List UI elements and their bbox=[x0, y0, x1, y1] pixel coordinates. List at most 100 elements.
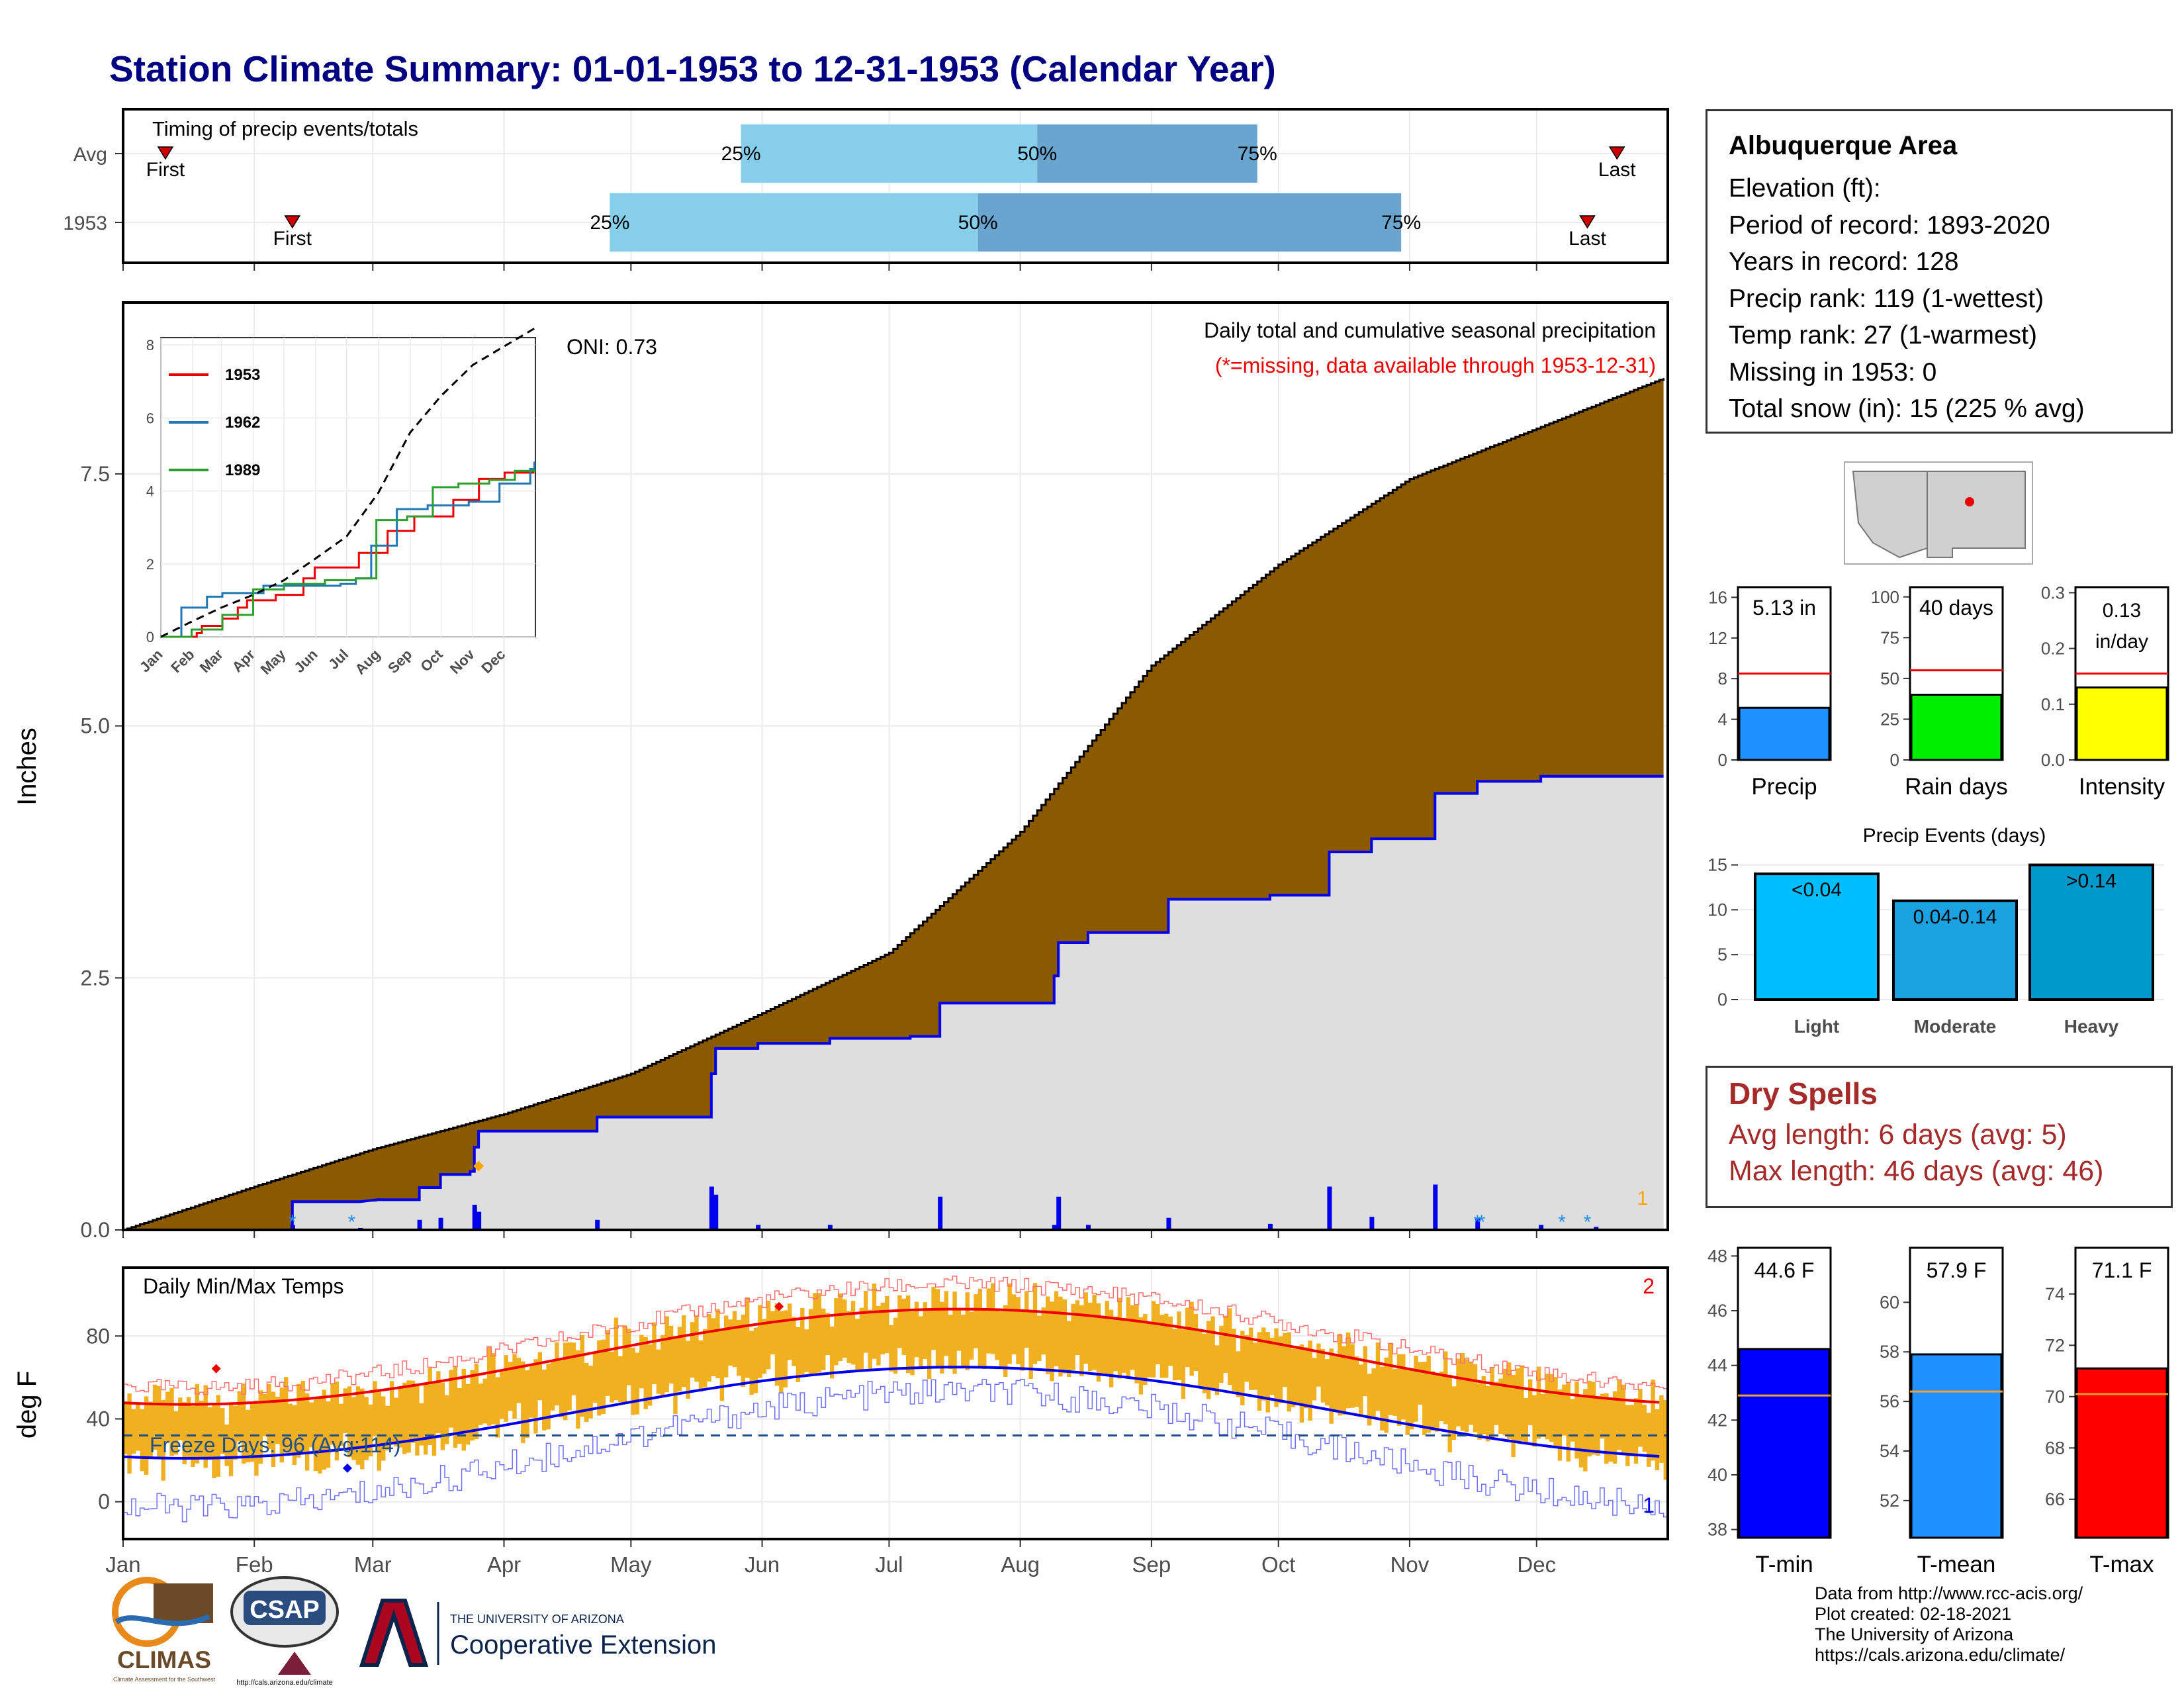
temps-ylabel: deg F bbox=[13, 1371, 42, 1438]
info-temp-rank: Temp rank: 27 (1-warmest) bbox=[1729, 321, 2037, 350]
tbar-ytick-label: 72 bbox=[2045, 1335, 2065, 1355]
dry-spells-title: Dry Spells bbox=[1729, 1076, 1878, 1111]
mini-ytick-label: 0 bbox=[1718, 750, 1727, 770]
tbar-ytick-label: 44 bbox=[1707, 1356, 1727, 1376]
tbar-ytick-label: 46 bbox=[1707, 1301, 1727, 1321]
precip-ytick-label: 7.5 bbox=[81, 462, 110, 486]
precip-title: Daily total and cumulative seasonal prec… bbox=[1204, 318, 1656, 342]
record-high-marker bbox=[211, 1364, 221, 1374]
tbar-fill-t-min bbox=[1738, 1348, 1831, 1539]
station-name: Albuquerque Area bbox=[1729, 131, 1958, 160]
month-label-dec: Dec bbox=[1517, 1552, 1556, 1577]
missing-marker: * bbox=[1478, 1211, 1486, 1233]
events-bar-moderate bbox=[1892, 899, 2018, 1001]
events-value-label: 0.04-0.14 bbox=[1913, 906, 1997, 928]
precip-ylabel: Inches bbox=[13, 727, 42, 806]
record-low-line bbox=[122, 1378, 1668, 1523]
month-label-feb: Feb bbox=[236, 1552, 273, 1577]
precip-missing-note: (*=missing, data available through 1953-… bbox=[1215, 353, 1656, 377]
summary-minicharts: 0 4 8 12 16 5.13 in Precip 0 25 50 75 100 40 days Rai… bbox=[1708, 583, 2169, 800]
daily-precip-bar bbox=[756, 1225, 761, 1230]
normal-max-line bbox=[122, 1307, 1660, 1406]
csap-url: http://cals.arizona.edu/climate bbox=[236, 1679, 333, 1687]
mini-bar-0 bbox=[1738, 706, 1831, 761]
mini-ytick-label: 12 bbox=[1708, 628, 1727, 648]
temps-ytick-label: 80 bbox=[86, 1324, 110, 1348]
station-info-box: Albuquerque Area Elevation (ft): Period … bbox=[1706, 109, 2173, 434]
inset-ytick-label: 4 bbox=[146, 483, 154, 500]
daily-precip-bar bbox=[709, 1186, 714, 1230]
info-period: Period of record: 1893-2020 bbox=[1729, 211, 2050, 240]
mini-bar-1 bbox=[1910, 694, 2003, 761]
mini-ytick-label: 0.2 bbox=[2041, 639, 2065, 659]
mini-axis-label: Precip bbox=[1751, 774, 1817, 800]
month-label-nov: Nov bbox=[1390, 1552, 1430, 1577]
month-label-aug: Aug bbox=[1001, 1552, 1040, 1577]
inset-ytick-label: 6 bbox=[146, 410, 154, 426]
mini-value-label: 0.13 bbox=[2103, 600, 2141, 622]
credits: Data from http://www.rcc-acis.org/ Plot … bbox=[1815, 1583, 2083, 1665]
tbar-ytick-label: 74 bbox=[2045, 1284, 2065, 1304]
daily-precip-bar bbox=[827, 1225, 833, 1230]
inset-legend-label: 1953 bbox=[225, 366, 260, 384]
mini-axis-label: Intensity bbox=[2079, 774, 2165, 800]
mini-ytick-label: 75 bbox=[1880, 628, 1899, 647]
record-high-line bbox=[122, 1276, 1668, 1395]
daily-precip-bar bbox=[1052, 1225, 1057, 1230]
daily-precip-bar bbox=[1475, 1217, 1480, 1230]
events-category-label: Light bbox=[1794, 1016, 1839, 1037]
precip-ytick-label: 2.5 bbox=[81, 966, 110, 990]
daily-precip-bar bbox=[1369, 1217, 1375, 1230]
timing-first-label: First bbox=[273, 228, 312, 250]
events-ytick-label: 0 bbox=[1717, 990, 1727, 1009]
map-new-mexico bbox=[1927, 471, 2026, 558]
record-low-marker bbox=[342, 1463, 352, 1473]
daily-precip-bar bbox=[290, 1225, 295, 1230]
timing-panel: 25% 50% 75% First Last Avg 25% 50% 75% First Last 1… bbox=[63, 108, 1669, 271]
tbar-axis-label: T-max bbox=[2089, 1552, 2154, 1577]
info-precip-rank: Precip rank: 119 (1-wettest) bbox=[1729, 284, 2044, 313]
month-label-mar: Mar bbox=[354, 1552, 392, 1577]
month-label-may: May bbox=[610, 1552, 652, 1577]
missing-marker: * bbox=[289, 1211, 296, 1233]
timing-last-label: Last bbox=[1598, 159, 1636, 181]
credit-data-source: Data from http://www.rcc-acis.org/ bbox=[1815, 1583, 2083, 1603]
timing-pct-label: 50% bbox=[958, 212, 998, 234]
normal-min-line bbox=[122, 1366, 1660, 1460]
daily-precip-bar bbox=[1433, 1184, 1438, 1230]
csap-mountain-icon bbox=[278, 1652, 311, 1675]
tbar-value-label: 71.1 F bbox=[2092, 1258, 2152, 1282]
info-elevation: Elevation (ft): bbox=[1729, 174, 1881, 203]
freeze-days-label: Freeze Days: 96 (Avg:114) bbox=[150, 1433, 400, 1457]
precip-ytick-label: 5.0 bbox=[81, 714, 110, 738]
ua-logo-top-text: THE UNIVERSITY OF ARIZONA bbox=[450, 1613, 624, 1626]
timing-first-marker bbox=[157, 146, 174, 160]
temps-title: Daily Min/Max Temps bbox=[143, 1274, 343, 1298]
oni-label: ONI: 0.73 bbox=[567, 335, 657, 359]
missing-marker: * bbox=[1584, 1211, 1592, 1233]
tbar-fill-t-max bbox=[2075, 1367, 2168, 1539]
month-label-sep: Sep bbox=[1132, 1552, 1171, 1577]
timing-pct-label: 25% bbox=[590, 212, 629, 234]
tbar-ytick-label: 42 bbox=[1707, 1410, 1727, 1430]
daily-precip-bar bbox=[1327, 1186, 1332, 1230]
tbar-ytick-label: 52 bbox=[1880, 1491, 1899, 1511]
daily-precip-bar bbox=[938, 1196, 943, 1230]
dry-avg-length: Avg length: 6 days (avg: 5) bbox=[1729, 1119, 2067, 1150]
daily-precip-bar bbox=[1085, 1225, 1091, 1230]
ua-logo-bottom-text: Cooperative Extension bbox=[450, 1630, 716, 1660]
tbar-ytick-label: 70 bbox=[2045, 1387, 2065, 1407]
locator-map bbox=[1844, 461, 2033, 565]
timing-first-marker bbox=[284, 215, 301, 229]
precip-frame bbox=[122, 301, 1669, 1231]
events-ytick-label: 15 bbox=[1707, 855, 1727, 875]
inset-series-avg bbox=[160, 327, 535, 638]
mini-value-label: 40 days bbox=[1919, 596, 1993, 620]
mini-axis-label: Rain days bbox=[1905, 774, 2008, 800]
credit-url: https://cals.arizona.edu/climate/ bbox=[1815, 1645, 2066, 1665]
timing-frame bbox=[122, 108, 1669, 264]
tbar-ytick-label: 66 bbox=[2045, 1489, 2065, 1509]
daily-precip-bar bbox=[1166, 1217, 1171, 1230]
